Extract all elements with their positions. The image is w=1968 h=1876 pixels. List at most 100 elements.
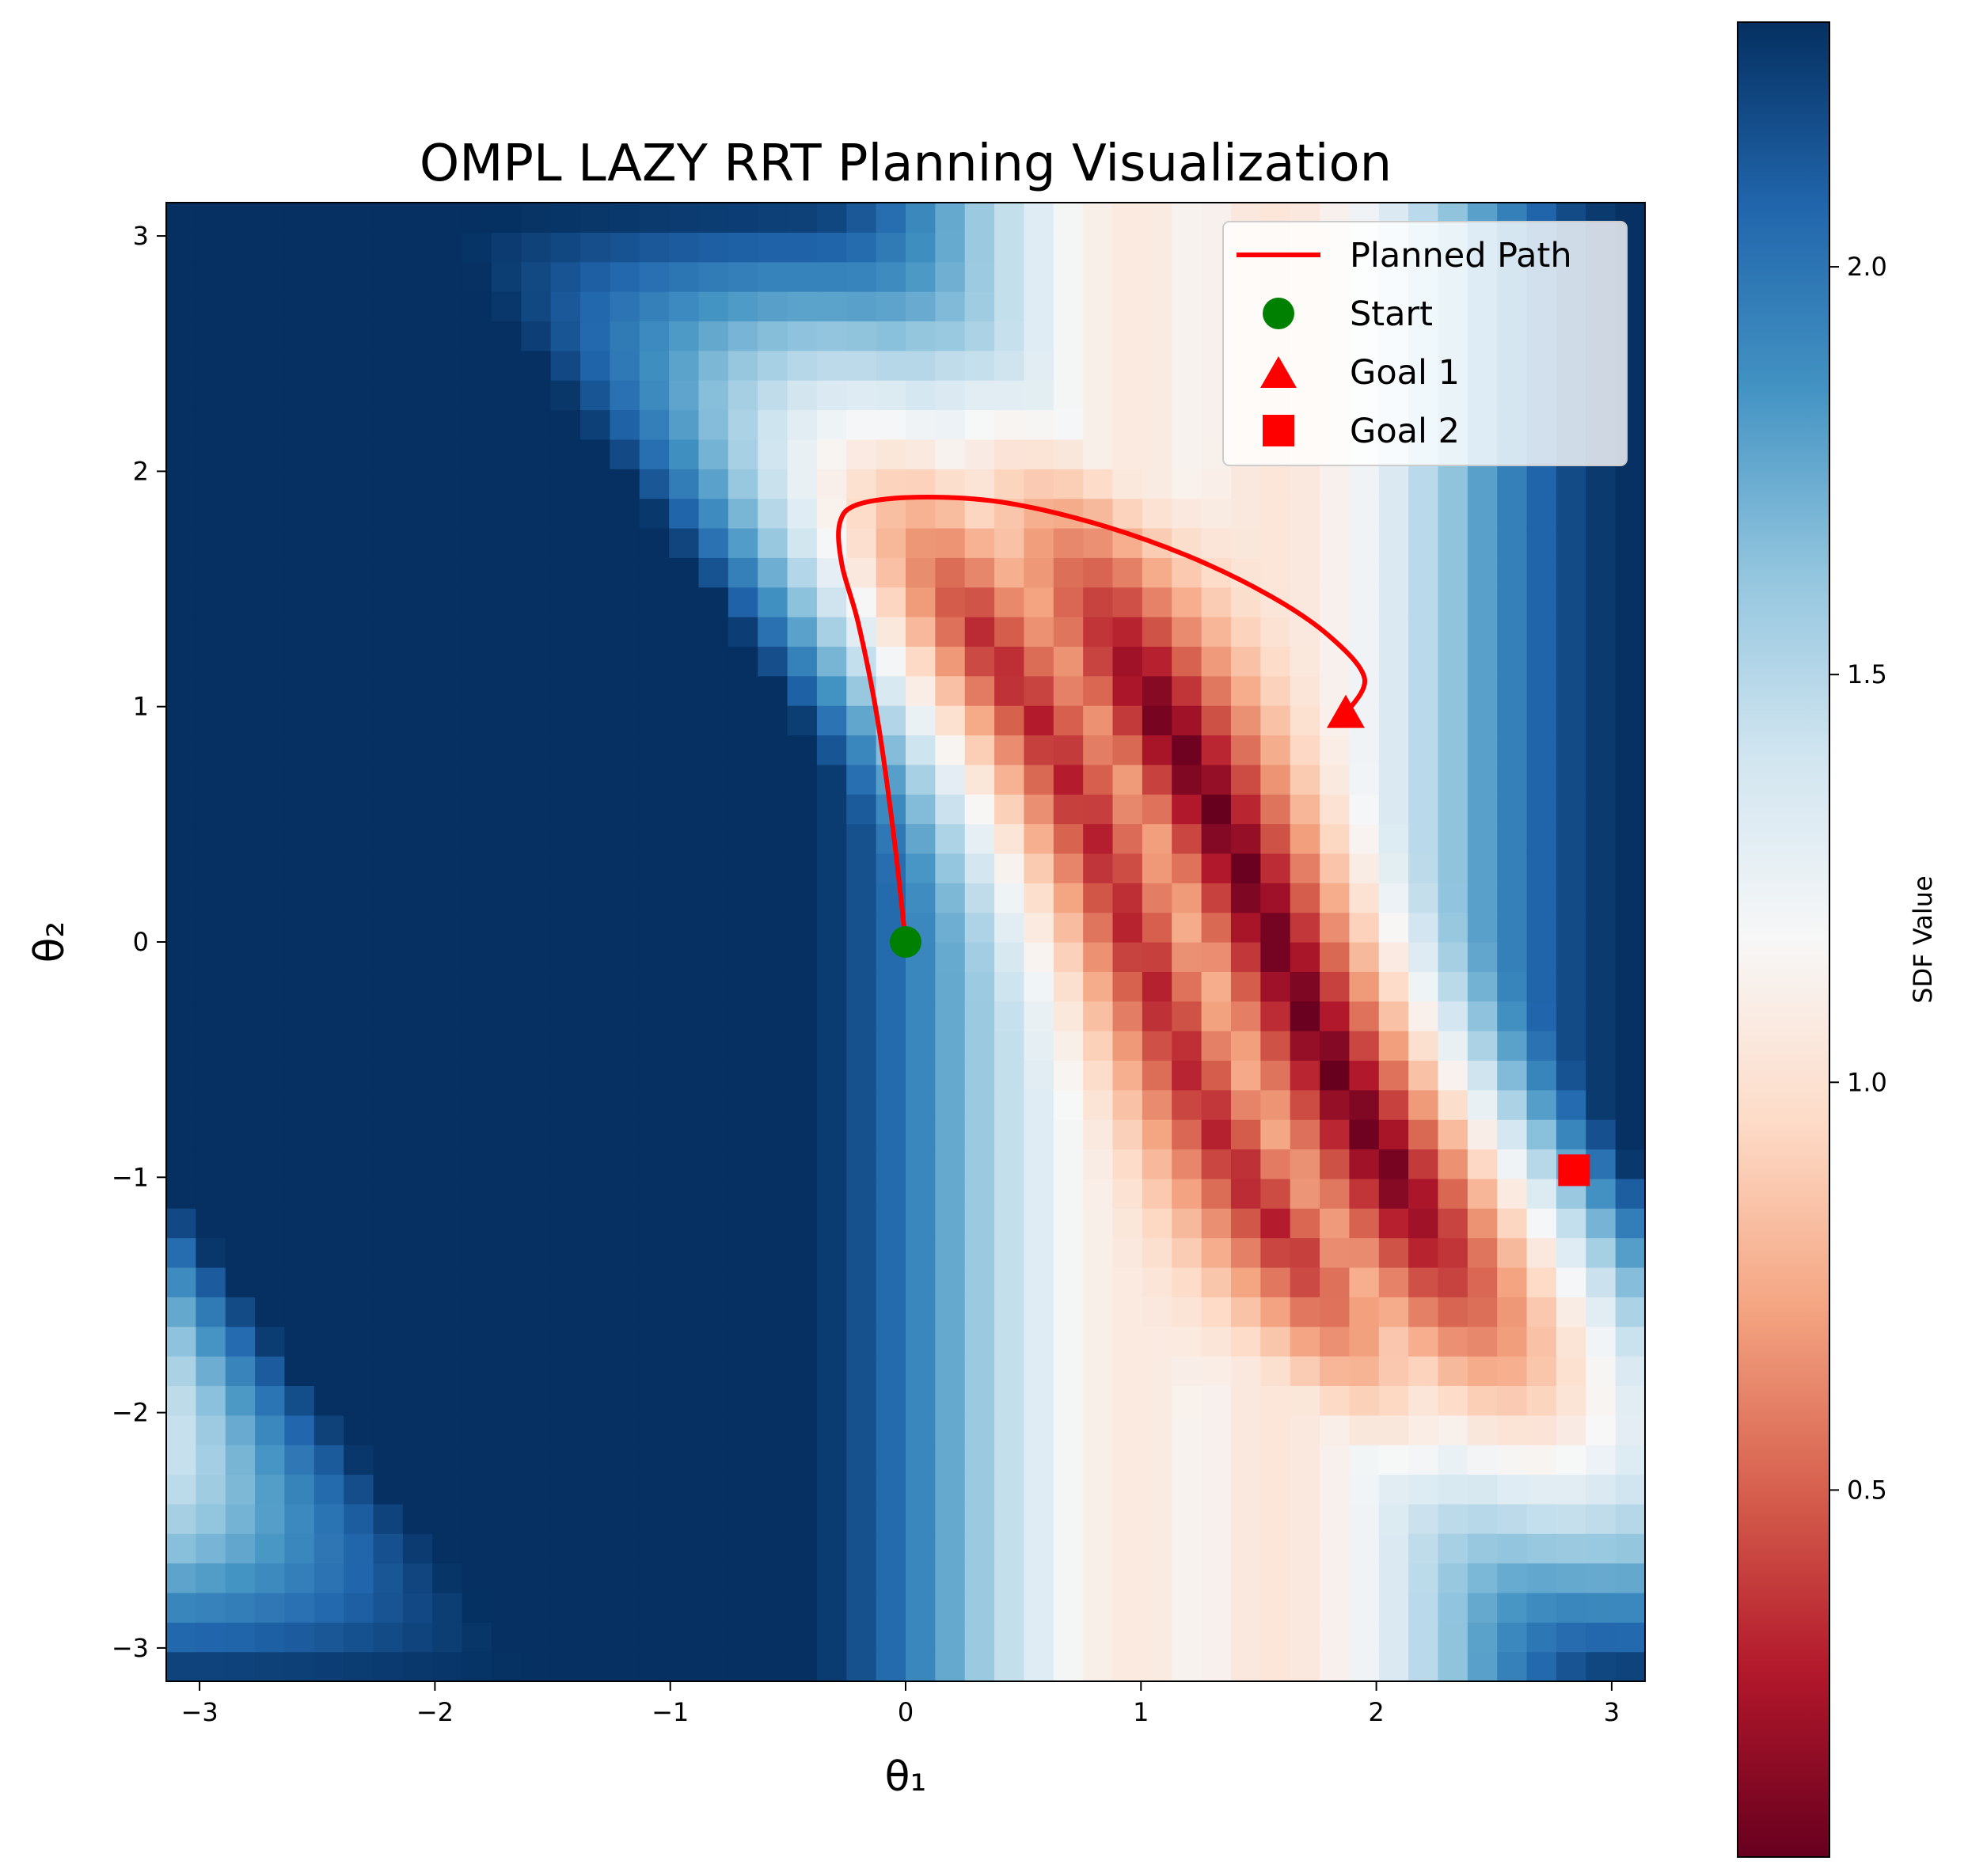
heatmap-cell (698, 942, 729, 972)
heatmap-cell (432, 261, 463, 292)
heatmap-cell (1230, 1266, 1261, 1297)
heatmap-cell (1556, 1622, 1586, 1653)
heatmap-cell (225, 557, 256, 588)
heatmap-cell (491, 1001, 522, 1031)
heatmap-cell (698, 439, 729, 469)
heatmap-cell (373, 1237, 404, 1268)
heatmap-cell (196, 350, 226, 381)
heatmap-cell (1438, 853, 1468, 883)
heatmap-cell (1230, 883, 1261, 913)
heatmap-cell (610, 853, 640, 883)
heatmap-cell (964, 675, 995, 706)
heatmap-cell (758, 350, 788, 381)
heatmap-cell (787, 261, 818, 292)
heatmap-cell (255, 203, 286, 233)
heatmap-cell (1320, 942, 1350, 972)
heatmap-cell (550, 232, 581, 263)
heatmap-cell (994, 735, 1025, 765)
heatmap-cell (432, 498, 463, 529)
heatmap-cell (935, 321, 966, 351)
heatmap-cell (255, 971, 286, 1002)
heatmap-cell (225, 646, 256, 677)
heatmap-cell (313, 1266, 344, 1297)
heatmap-cell (1260, 1266, 1291, 1297)
heatmap-cell (1172, 380, 1202, 411)
heatmap-cell (698, 764, 729, 795)
heatmap-cell (964, 350, 995, 381)
heatmap-cell (166, 1001, 196, 1031)
heatmap-cell (1260, 1651, 1291, 1681)
heatmap-cell (373, 912, 404, 943)
heatmap-cell (1438, 469, 1468, 499)
heatmap-cell (491, 883, 522, 913)
heatmap-cell (1586, 735, 1617, 765)
heatmap-cell (994, 1385, 1025, 1416)
heatmap-cell (1260, 942, 1291, 972)
heatmap-cell (1320, 527, 1350, 558)
heatmap-cell (964, 587, 995, 617)
heatmap-cell (1260, 617, 1291, 647)
heatmap-cell (1230, 675, 1261, 706)
heatmap-cell (846, 291, 877, 322)
heatmap-cell (728, 942, 758, 972)
heatmap-cell (1438, 883, 1468, 913)
heatmap-cell (402, 617, 433, 647)
heatmap-cell (876, 409, 906, 440)
heatmap-cell (610, 1503, 640, 1534)
heatmap-cell (491, 1208, 522, 1239)
heatmap-cell (964, 1237, 995, 1268)
heatmap-cell (935, 1297, 966, 1327)
heatmap-cell (313, 1592, 344, 1623)
heatmap-cell (462, 469, 492, 499)
heatmap-cell (550, 823, 581, 854)
heatmap-cell (846, 380, 877, 411)
heatmap-cell (196, 971, 226, 1002)
heatmap-cell (758, 912, 788, 943)
heatmap-cell (1172, 971, 1202, 1002)
heatmap-cell (846, 527, 877, 558)
heatmap-cell (580, 1326, 610, 1357)
heatmap-cell (1172, 1208, 1202, 1239)
heatmap-cell (1497, 942, 1528, 972)
heatmap-cell (1201, 1326, 1232, 1357)
heatmap-cell (1201, 498, 1232, 529)
heatmap-cell (432, 675, 463, 706)
heatmap-cell (462, 1592, 492, 1623)
heatmap-cell (344, 409, 374, 440)
heatmap-cell (373, 350, 404, 381)
heatmap-cell (373, 1563, 404, 1593)
heatmap-cell (1467, 764, 1498, 795)
heatmap-cell (906, 1533, 936, 1564)
heatmap-cell (1586, 1031, 1617, 1061)
heatmap-cell (550, 321, 581, 351)
heatmap-cell (1438, 646, 1468, 677)
heatmap-cell (758, 823, 788, 854)
heatmap-cell (639, 1385, 670, 1416)
heatmap-cell (1290, 735, 1320, 765)
heatmap-cell (580, 883, 610, 913)
heatmap-cell (1615, 1001, 1645, 1031)
heatmap-cell (698, 1474, 729, 1505)
heatmap-cell (1112, 1415, 1143, 1445)
heatmap-cell (1053, 1178, 1084, 1209)
heatmap-cell (1142, 557, 1172, 588)
heatmap-cell (1526, 617, 1557, 647)
heatmap-cell (1290, 1001, 1320, 1031)
heatmap-cell (225, 705, 256, 736)
y-tick-label: 0 (133, 927, 149, 957)
heatmap-cell (344, 705, 374, 736)
heatmap-cell (935, 1385, 966, 1416)
heatmap-cell (402, 1119, 433, 1150)
heatmap-cell (521, 764, 552, 795)
heatmap-cell (1230, 1474, 1261, 1505)
heatmap-cell (787, 1089, 818, 1120)
heatmap-cell (758, 1651, 788, 1681)
heatmap-cell (758, 1031, 788, 1061)
heatmap-cell (964, 1119, 995, 1150)
heatmap-cell (1467, 1503, 1498, 1534)
heatmap-cell (846, 232, 877, 263)
heatmap-cell (669, 1385, 700, 1416)
heatmap-cell (580, 735, 610, 765)
heatmap-cell (964, 1563, 995, 1593)
heatmap-cell (1201, 764, 1232, 795)
